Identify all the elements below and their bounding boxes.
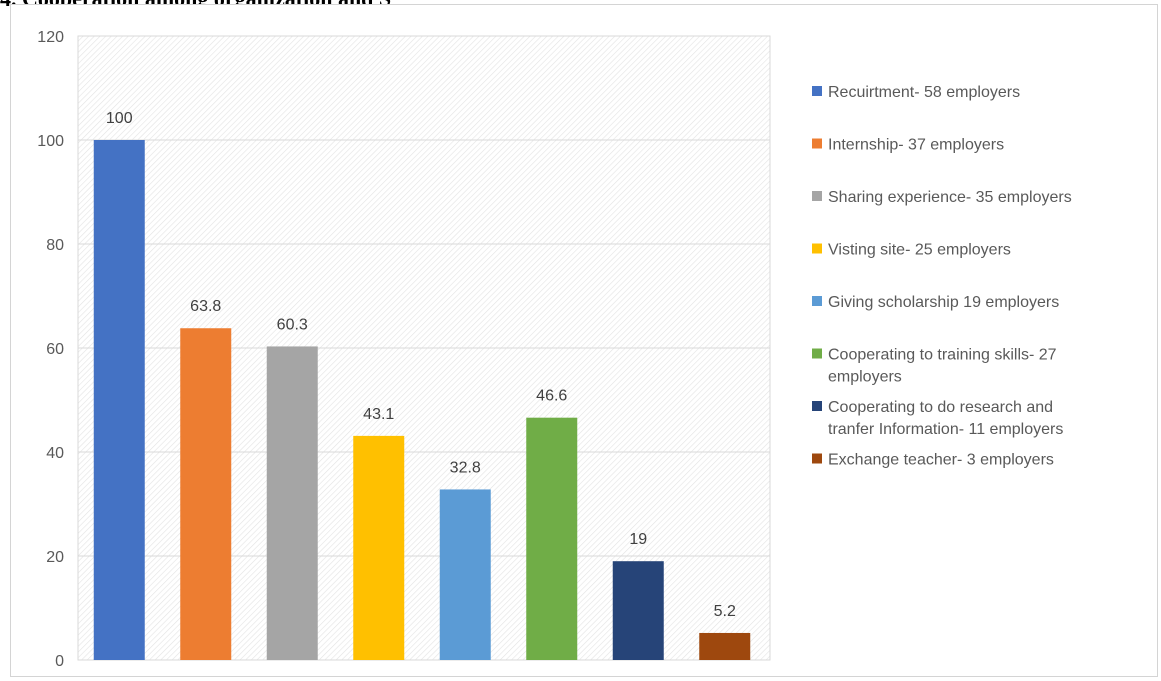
data-label: 60.3 [277,316,308,333]
bar [93,140,145,660]
y-tick-label: 100 [37,133,64,150]
bar [439,489,491,660]
bar [612,561,664,660]
y-tick-label: 80 [46,237,64,254]
data-label: 5.2 [714,603,736,620]
legend-swatch [812,138,822,149]
legend-label: tranfer Information- 11 employers [828,421,1063,438]
legend-label: Cooperating to do research and [828,399,1053,416]
bar [266,346,318,660]
legend-label: Recuirtment- 58 employers [828,84,1020,101]
legend-swatch [812,191,822,201]
bar [699,632,751,660]
legend-label: Internship- 37 employers [828,137,1004,154]
data-label: 32.8 [450,459,481,476]
y-tick-label: 20 [46,549,64,566]
y-tick-label: 60 [46,341,64,358]
bar [353,435,405,660]
legend-swatch [812,296,822,306]
bar [180,328,232,660]
legend-label: Exchange teacher- 3 employers [828,452,1054,469]
data-label: 46.6 [536,388,567,405]
legend-swatch [812,243,822,254]
legend-swatch [812,86,822,96]
bar [526,417,578,660]
data-label: 19 [629,531,647,548]
legend-swatch [812,401,822,411]
y-tick-label: 120 [37,29,64,46]
y-tick-label: 40 [46,445,64,462]
legend-label: Cooperating to training skills- 27 [828,347,1057,364]
legend-swatch [812,453,822,464]
data-label: 43.1 [363,406,394,423]
legend-label: employers [828,369,902,386]
legend-swatch [812,348,822,359]
legend-label: Visting site- 25 employers [828,242,1011,259]
y-tick-label: 0 [55,653,64,670]
data-label: 63.8 [190,298,221,315]
data-label: 100 [106,110,133,127]
legend-label: Giving scholarship 19 employers [828,294,1059,311]
legend-label: Sharing experience- 35 employers [828,189,1072,206]
